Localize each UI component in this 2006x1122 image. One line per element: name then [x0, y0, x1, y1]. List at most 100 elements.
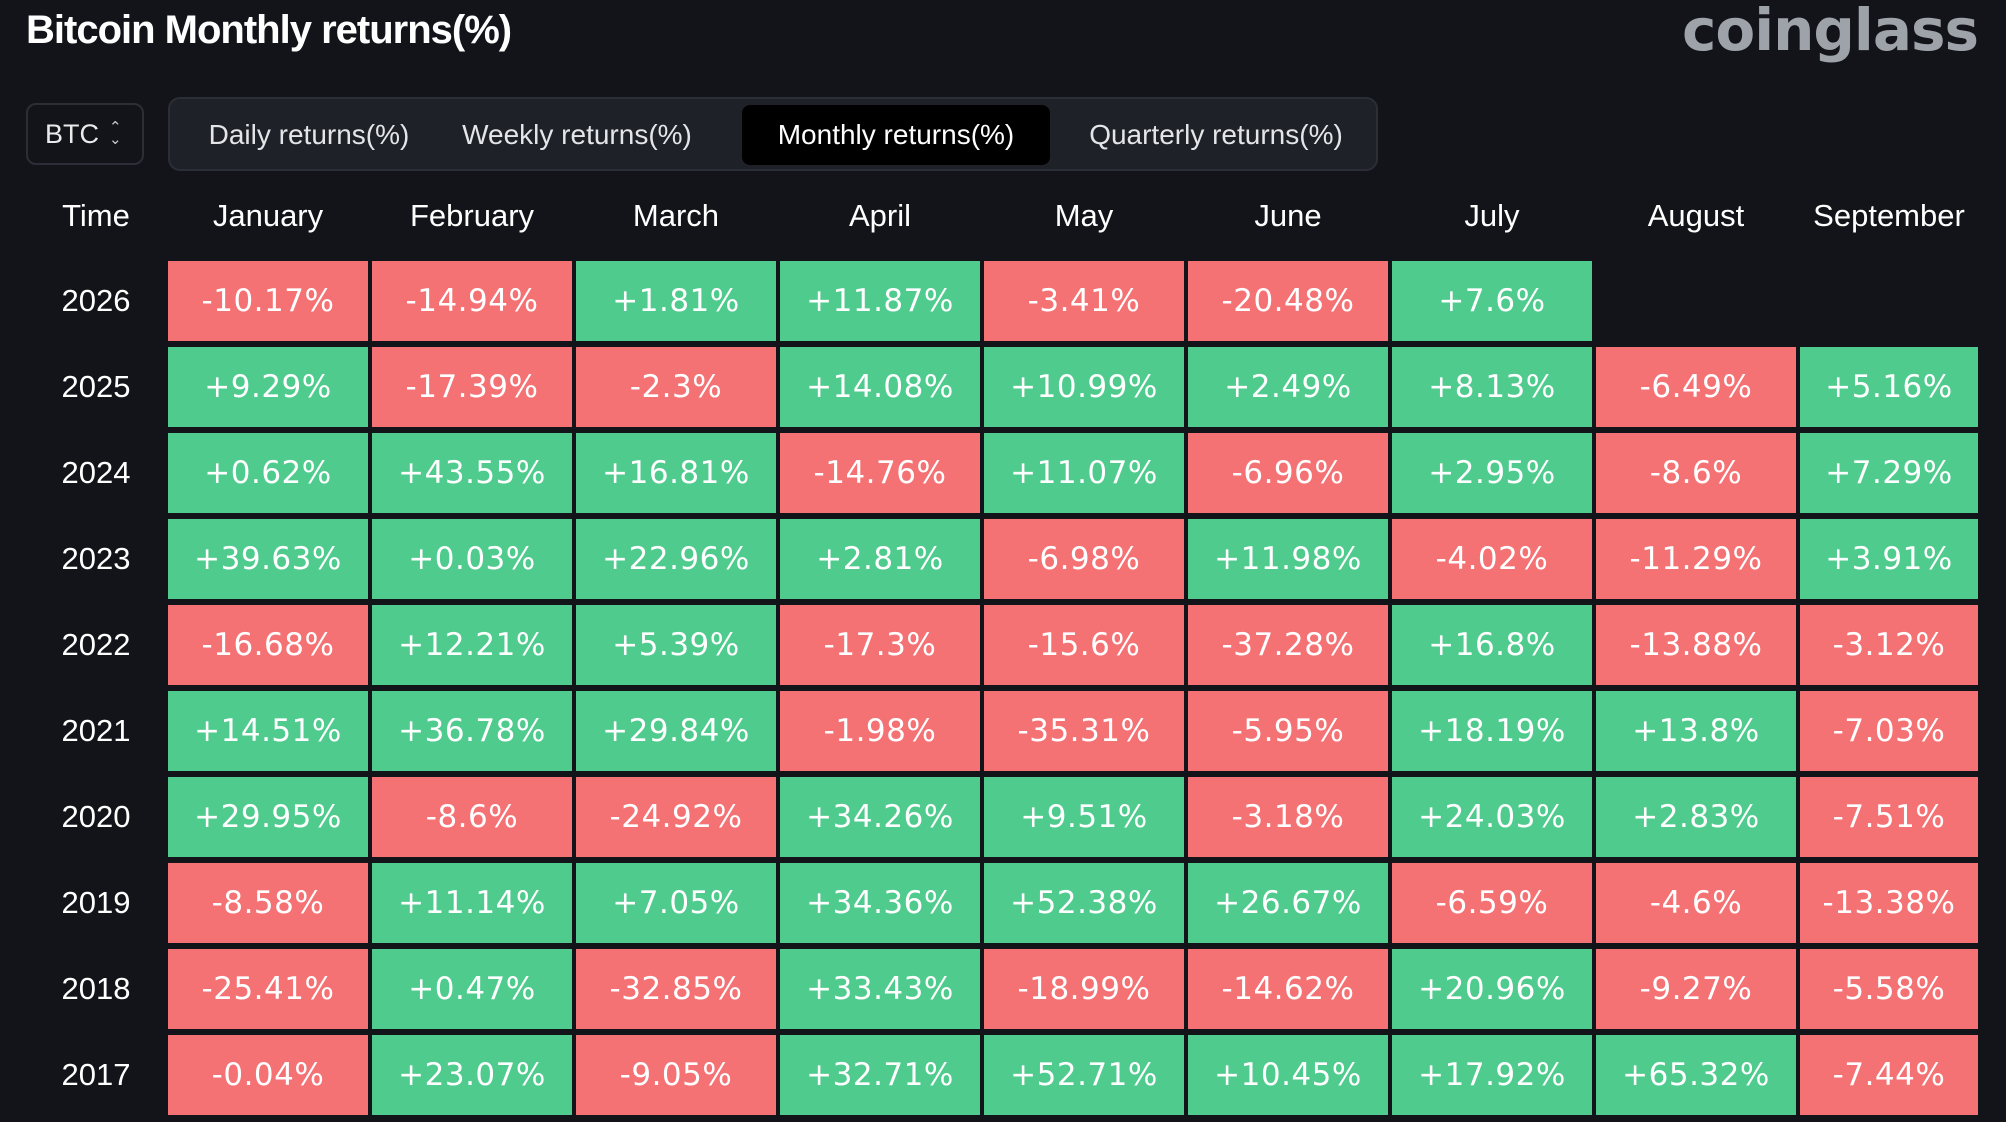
return-cell: +0.47%	[372, 949, 572, 1029]
return-cell: +52.38%	[984, 863, 1184, 943]
return-cell: +11.87%	[780, 261, 980, 341]
return-cell: -7.03%	[1800, 691, 1978, 771]
return-cell: -4.02%	[1392, 519, 1592, 599]
column-header-march: March	[632, 198, 720, 233]
return-cell: +14.08%	[780, 347, 980, 427]
return-cell: -9.27%	[1596, 949, 1796, 1029]
return-cell: -2.3%	[576, 347, 776, 427]
return-cell: -7.51%	[1800, 777, 1978, 857]
return-cell: +12.21%	[372, 605, 572, 685]
return-cell: -24.92%	[576, 777, 776, 857]
return-cell: +0.62%	[168, 433, 368, 513]
return-cell: +23.07%	[372, 1035, 572, 1115]
return-cell: +2.95%	[1392, 433, 1592, 513]
return-cell: -17.3%	[780, 605, 980, 685]
return-cell: -11.29%	[1596, 519, 1796, 599]
row-year-label: 2026	[61, 283, 131, 318]
row-year-label: 2018	[61, 971, 131, 1006]
return-cell: +11.14%	[372, 863, 572, 943]
return-cell: +10.45%	[1188, 1035, 1388, 1115]
return-cell: +8.13%	[1392, 347, 1592, 427]
column-header-january: January	[212, 198, 324, 233]
return-cell: +16.81%	[576, 433, 776, 513]
column-header-february: February	[409, 198, 535, 233]
return-cell: +2.81%	[780, 519, 980, 599]
row-year-label: 2023	[61, 541, 131, 576]
page-title: Bitcoin Monthly returns(%)	[26, 8, 512, 52]
return-cell: +14.51%	[168, 691, 368, 771]
return-cell: -18.99%	[984, 949, 1184, 1029]
return-cell: -14.62%	[1188, 949, 1388, 1029]
return-cell: -20.48%	[1188, 261, 1388, 341]
return-cell: +10.99%	[984, 347, 1184, 427]
return-cell: -6.96%	[1188, 433, 1388, 513]
returns-tab-group: Daily returns(%) Weekly returns(%) Month…	[168, 97, 1378, 171]
return-cell: -6.49%	[1596, 347, 1796, 427]
return-cell: +9.51%	[984, 777, 1184, 857]
return-cell: -6.59%	[1392, 863, 1592, 943]
return-cell: -3.41%	[984, 261, 1184, 341]
return-cell: -8.6%	[1596, 433, 1796, 513]
column-header-april: April	[848, 198, 911, 233]
return-cell: +7.6%	[1392, 261, 1592, 341]
return-cell: +43.55%	[372, 433, 572, 513]
return-cell: +22.96%	[576, 519, 776, 599]
return-cell: +11.98%	[1188, 519, 1388, 599]
return-cell: -35.31%	[984, 691, 1184, 771]
return-cell: -15.6%	[984, 605, 1184, 685]
return-cell: +65.32%	[1596, 1035, 1796, 1115]
return-cell: -14.94%	[372, 261, 572, 341]
column-header-may: May	[1054, 198, 1114, 233]
column-header-september: September	[1813, 198, 1965, 233]
return-cell: -3.12%	[1800, 605, 1978, 685]
row-year-label: 2019	[61, 885, 131, 920]
return-cell: +32.71%	[780, 1035, 980, 1115]
return-cell: +29.84%	[576, 691, 776, 771]
return-cell: +5.39%	[576, 605, 776, 685]
return-cell: -37.28%	[1188, 605, 1388, 685]
tab-monthly-returns[interactable]: Monthly returns(%)	[742, 105, 1050, 165]
tab-quarterly-returns[interactable]: Quarterly returns(%)	[1089, 119, 1343, 150]
return-cell: -13.38%	[1800, 863, 1978, 943]
row-year-label: 2017	[61, 1057, 131, 1092]
coin-select-value: BTC	[45, 118, 99, 149]
brand-logo: coinglass	[1682, 0, 1979, 64]
column-header-july: July	[1464, 198, 1520, 233]
return-cell: +0.03%	[372, 519, 572, 599]
return-cell: +5.16%	[1800, 347, 1978, 427]
return-cell: +7.05%	[576, 863, 776, 943]
return-cell: +39.63%	[168, 519, 368, 599]
tab-weekly-returns[interactable]: Weekly returns(%)	[462, 119, 692, 150]
column-header-time: Time	[62, 198, 130, 233]
return-cell: +24.03%	[1392, 777, 1592, 857]
row-year-label: 2021	[61, 713, 131, 748]
return-cell: +29.95%	[168, 777, 368, 857]
column-header-august: August	[1647, 198, 1745, 233]
sort-chevron-icon: ⌃ ⌄	[109, 119, 122, 148]
return-cell: +18.19%	[1392, 691, 1592, 771]
return-cell: +2.49%	[1188, 347, 1388, 427]
return-cell: -4.6%	[1596, 863, 1796, 943]
return-cell: -10.17%	[168, 261, 368, 341]
return-cell: +3.91%	[1800, 519, 1978, 599]
return-cell: +52.71%	[984, 1035, 1184, 1115]
return-cell: +36.78%	[372, 691, 572, 771]
return-cell: +17.92%	[1392, 1035, 1592, 1115]
returns-table: Time January February March April May June July…	[0, 190, 2006, 1122]
return-cell: -32.85%	[576, 949, 776, 1029]
return-cell: -9.05%	[576, 1035, 776, 1115]
coin-select[interactable]: BTC ⌃ ⌄	[26, 103, 144, 165]
return-cell: -8.58%	[168, 863, 368, 943]
return-cell: +20.96%	[1392, 949, 1592, 1029]
column-header-june: June	[1254, 198, 1322, 233]
return-cell: -13.88%	[1596, 605, 1796, 685]
return-cell: +26.67%	[1188, 863, 1388, 943]
return-cell: +7.29%	[1800, 433, 1978, 513]
return-cell: -7.44%	[1800, 1035, 1978, 1115]
return-cell: -16.68%	[168, 605, 368, 685]
return-cell: -5.95%	[1188, 691, 1388, 771]
return-cell: -6.98%	[984, 519, 1184, 599]
return-cell: -8.6%	[372, 777, 572, 857]
tab-daily-returns[interactable]: Daily returns(%)	[208, 119, 410, 150]
return-cell: +11.07%	[984, 433, 1184, 513]
